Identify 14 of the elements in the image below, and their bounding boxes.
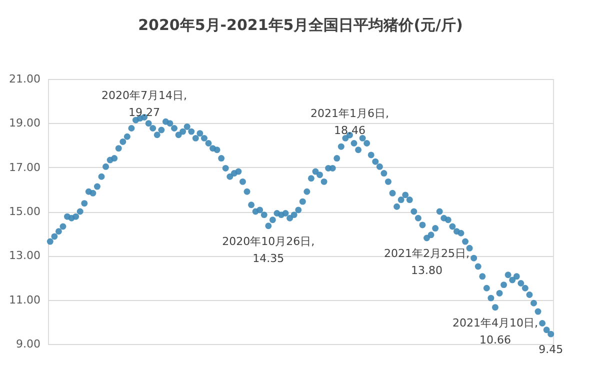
chart-title: 2020年5月-2021年5月全国日平均猪价(元/斤) [138,16,463,34]
annotation: 2021年4月10日, 10.66 [452,316,538,346]
y-tick-label: 11.00 [9,293,40,306]
y-tick-label: 9.00 [16,338,40,350]
annotation: 2021年2月25日, 13.80 [384,247,470,277]
y-tick-label: 21.00 [9,72,40,86]
annotation: 9.45 [538,343,564,356]
y-tick-label: 19.00 [9,116,40,130]
y-tick-label: 17.00 [9,160,40,174]
y-tick-label: 13.00 [9,249,40,262]
annotation: 2021年1月6日, 18.46 [310,107,389,138]
annotation: 2020年10月26日, 14.35 [222,234,315,265]
y-tick-label: 15.00 [9,205,40,218]
annotation: 2020年7月14日, 19.27 [102,89,188,120]
